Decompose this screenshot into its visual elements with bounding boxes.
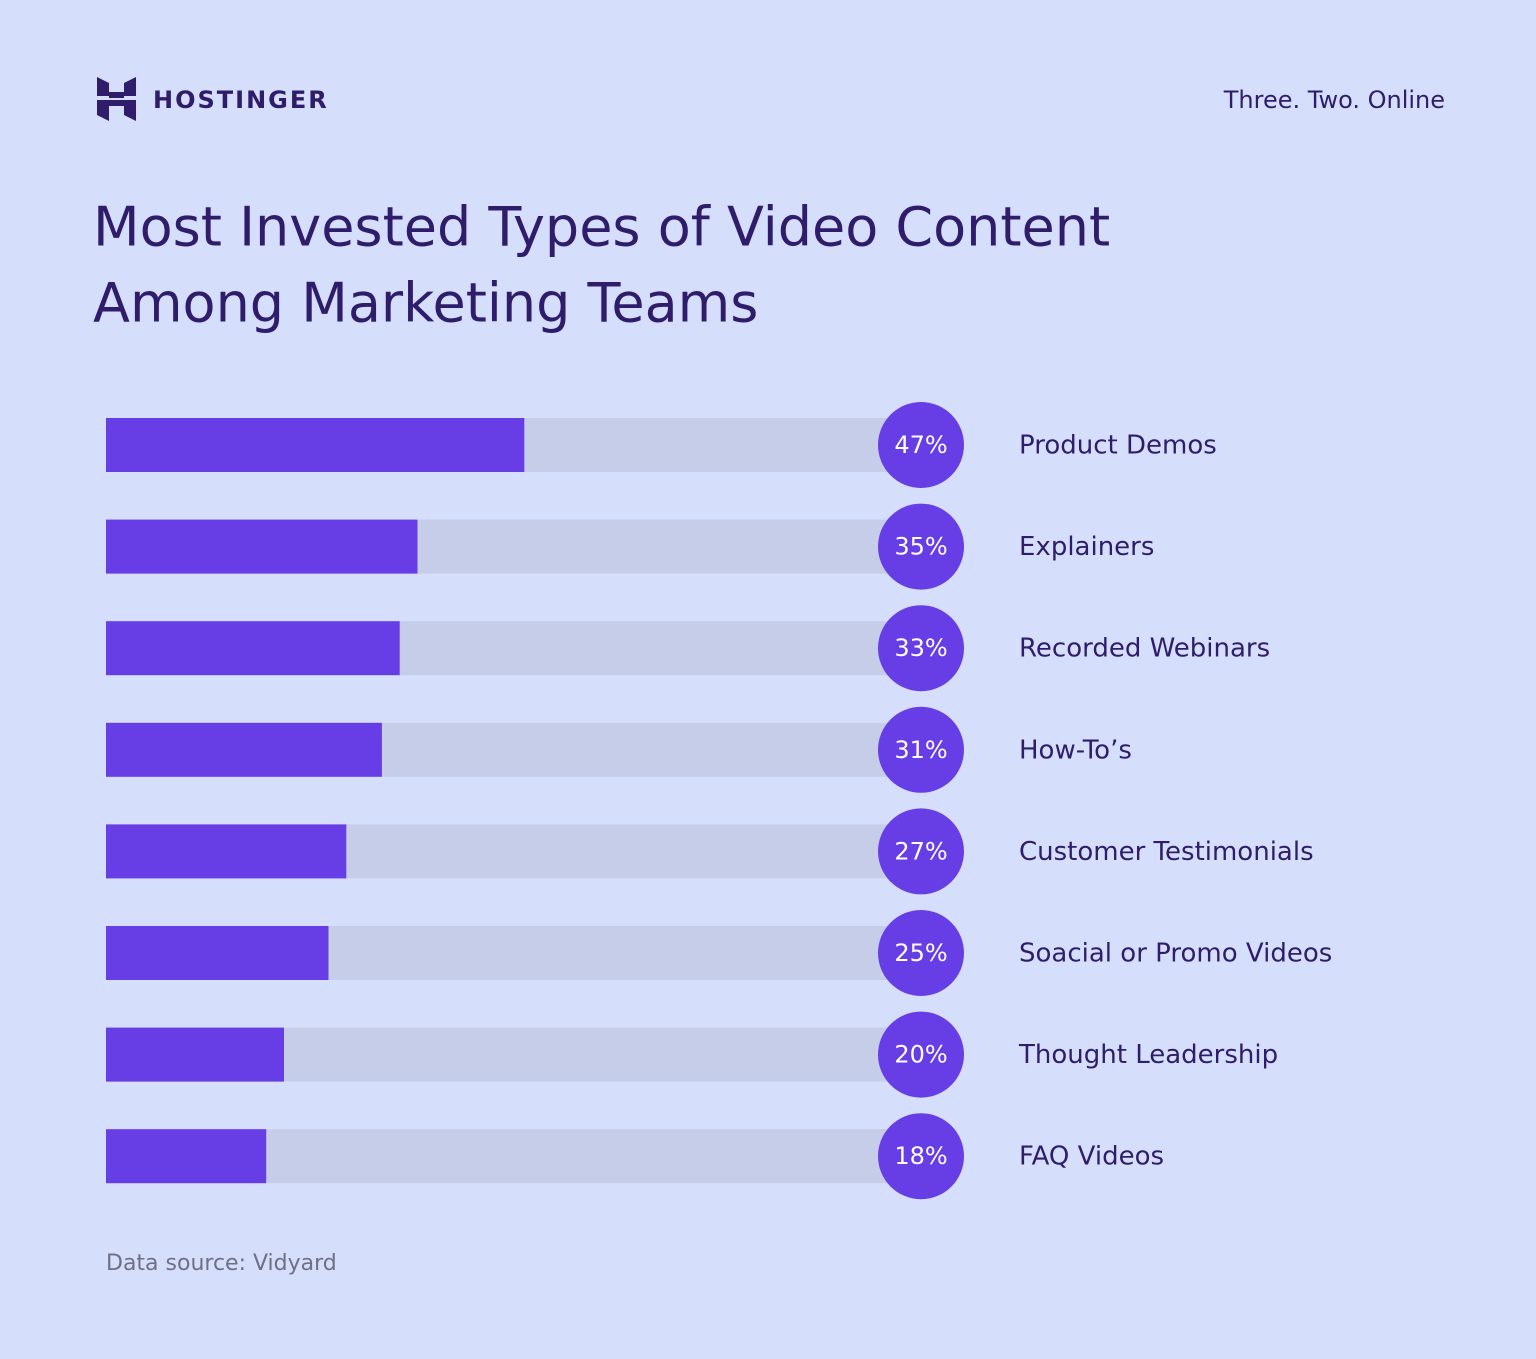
value-badge (878, 1011, 964, 1098)
logo (97, 77, 136, 121)
category-label: Recorded Webinars (1019, 634, 1270, 664)
value-badge (878, 605, 964, 692)
bar (106, 722, 382, 777)
value-badge (878, 402, 964, 488)
value-badge (878, 706, 964, 793)
value-label: 35% (894, 533, 947, 561)
value-label: 47% (894, 431, 947, 459)
tagline: Three. Two. Online (1223, 86, 1445, 114)
category-label: FAQ Videos (1019, 1142, 1164, 1172)
chart-title: Most Invested Types of Video Content (93, 196, 1110, 259)
bar (106, 519, 418, 574)
bar (106, 1129, 267, 1184)
bar (106, 824, 347, 879)
category-label: How-To’s (1019, 735, 1132, 765)
value-label: 27% (894, 837, 947, 865)
category-label: Explainers (1019, 532, 1154, 562)
bar (106, 926, 329, 980)
chart-title: Among Marketing Teams (93, 272, 758, 335)
bar (106, 621, 400, 676)
source: Data source: Vidyard (106, 1251, 337, 1276)
category-label: Customer Testimonials (1019, 837, 1314, 867)
bar (106, 1027, 284, 1082)
value-badge (878, 910, 964, 996)
value-label: 25% (894, 939, 947, 967)
value-label: 18% (894, 1142, 947, 1170)
value-badge (878, 808, 964, 895)
bar (106, 418, 525, 472)
category-label: Soacial or Promo Videos (1019, 939, 1332, 969)
value-label: 31% (894, 736, 947, 764)
category-label: Thought Leadership (1018, 1040, 1278, 1070)
value-label: 20% (894, 1041, 947, 1069)
category-label: Product Demos (1019, 431, 1217, 461)
brand: HOSTINGER (153, 86, 329, 114)
value-label: 33% (894, 634, 947, 662)
value-badge (878, 503, 964, 590)
value-badge (878, 1113, 964, 1200)
